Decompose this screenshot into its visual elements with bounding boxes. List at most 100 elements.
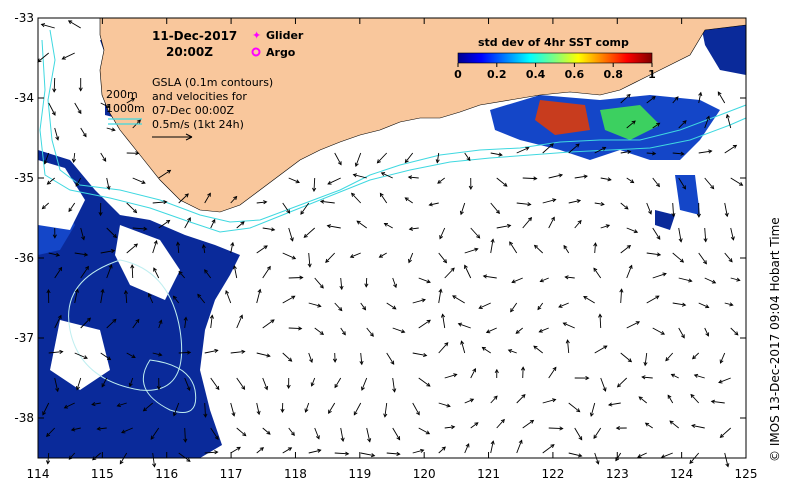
velocity-arrow (490, 440, 495, 454)
velocity-arrow (672, 302, 687, 307)
velocity-arrow (156, 377, 161, 391)
scale-arrow-head-icon (185, 133, 193, 141)
velocity-arrow (730, 277, 741, 282)
velocity-arrow (638, 396, 648, 404)
velocity-arrow (574, 174, 588, 179)
velocity-arrow (383, 222, 393, 229)
x-tick-label: 121 (477, 467, 500, 481)
velocity-arrow (485, 327, 497, 334)
velocity-arrow (178, 452, 191, 462)
velocity-arrow (509, 241, 518, 254)
velocity-arrow (452, 295, 465, 304)
velocity-arrow (256, 447, 265, 454)
velocity-arrow (379, 192, 388, 204)
velocity-arrow (511, 277, 523, 284)
velocity-arrow (340, 327, 346, 336)
velocity-arrow (464, 152, 471, 162)
velocity-arrow (230, 195, 238, 204)
velocity-arrow (132, 226, 148, 231)
velocity-arrow (376, 152, 388, 164)
credit-label: © IMOS 13-Dec-2017 09:04 Hobart Time (768, 217, 782, 462)
glider-marker-icon: ✦ (252, 29, 261, 42)
velocity-arrow (256, 245, 268, 254)
velocity-arrow (121, 427, 133, 434)
velocity-arrow (126, 243, 139, 254)
velocity-arrow (652, 272, 667, 279)
velocity-arrow (106, 318, 117, 329)
velocity-arrow (496, 177, 508, 187)
velocity-arrow (339, 277, 344, 291)
y-tick-label: -36 (14, 251, 34, 265)
velocity-arrow (671, 202, 676, 218)
isobath-1000m-label: 1000m (106, 102, 145, 115)
velocity-arrow (593, 267, 602, 279)
velocity-arrow (594, 146, 607, 154)
velocity-arrow (719, 352, 726, 364)
velocity-arrow (54, 314, 62, 329)
velocity-arrow (470, 367, 477, 379)
velocity-arrow (300, 202, 310, 215)
velocity-arrow (286, 377, 291, 390)
velocity-arrow (52, 77, 57, 93)
velocity-arrow (366, 427, 372, 443)
velocity-arrow (288, 275, 304, 280)
velocity-arrow (459, 202, 466, 216)
velocity-arrow (481, 346, 491, 354)
velocity-arrow (464, 247, 479, 254)
velocity-arrow (678, 177, 686, 190)
velocity-arrow (364, 277, 369, 288)
velocity-arrow (356, 220, 367, 229)
velocity-arrow (428, 202, 439, 207)
velocity-arrow (334, 302, 343, 312)
velocity-arrow (230, 446, 241, 454)
velocity-arrow (392, 377, 397, 393)
velocity-arrow (724, 252, 733, 263)
velocity-arrow (152, 352, 163, 357)
velocity-arrow (312, 177, 317, 193)
velocity-arrow (565, 339, 570, 354)
velocity-arrow (383, 402, 388, 418)
velocity-arrow (652, 327, 666, 335)
velocity-arrow (589, 402, 596, 417)
velocity-arrow (646, 295, 660, 304)
velocity-arrow (327, 177, 341, 185)
velocity-arrow (236, 221, 245, 229)
velocity-arrow (574, 427, 583, 441)
velocity-arrow (464, 264, 472, 279)
plot-frame (37, 17, 747, 459)
velocity-arrow (314, 427, 320, 440)
velocity-arrow (637, 452, 647, 458)
velocity-arrow (562, 322, 575, 329)
velocity-arrow (412, 402, 420, 416)
australia-land (99, 17, 747, 213)
velocity-arrow (225, 290, 232, 304)
velocity-arrow (204, 450, 219, 455)
velocity-arrow (444, 425, 456, 430)
velocity-arrow (542, 398, 557, 404)
velocity-arrow (593, 427, 602, 440)
glider-legend-label: Glider (266, 29, 304, 42)
velocity-arrow (598, 313, 603, 329)
velocity-arrow (366, 327, 374, 337)
velocity-arrow (626, 120, 636, 129)
velocity-arrow (522, 216, 533, 229)
argo-legend-label: Argo (266, 46, 296, 59)
velocity-arrow (626, 264, 633, 279)
velocity-arrow (262, 427, 271, 435)
x-tick-label: 117 (220, 467, 243, 481)
velocity-arrow (438, 288, 443, 304)
velocity-arrow (593, 242, 598, 254)
x-tick-label: 120 (413, 467, 436, 481)
velocity-arrow (730, 227, 735, 241)
velocity-arrow (236, 427, 247, 437)
velocity-arrow (130, 264, 135, 279)
gsla-note-line1: GSLA (0.1m contours) (152, 76, 273, 89)
velocity-arrow (380, 172, 393, 179)
velocity-arrow (620, 352, 633, 363)
velocity-arrow (704, 277, 717, 284)
velocity-arrow (80, 227, 86, 241)
velocity-arrow (386, 302, 397, 310)
velocity-arrow (75, 377, 82, 391)
velocity-arrow (667, 394, 674, 404)
